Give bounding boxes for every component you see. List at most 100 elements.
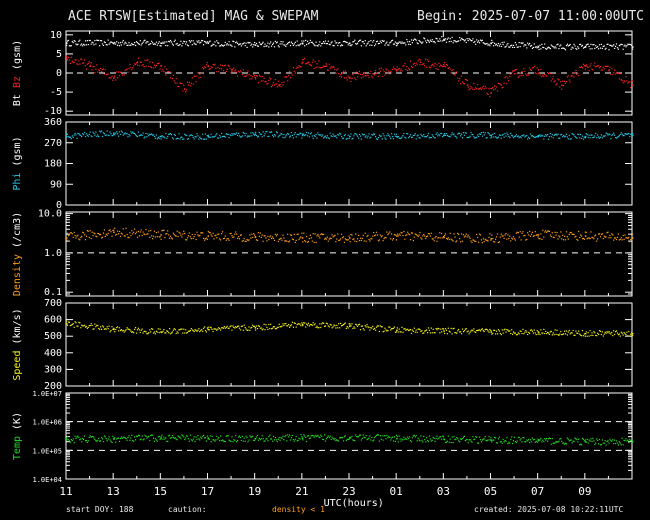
data-point-phi xyxy=(568,134,570,137)
data-point-phi xyxy=(280,132,282,135)
data-point-speed xyxy=(364,325,366,327)
data-point-density xyxy=(208,231,210,234)
data-point-temp xyxy=(92,436,94,438)
data-point-density xyxy=(213,238,215,240)
data-point-density xyxy=(497,241,499,244)
data-point-temp xyxy=(575,438,577,440)
data-point-phi xyxy=(605,132,607,134)
data-point-density xyxy=(575,235,577,237)
data-point-bz xyxy=(444,62,446,64)
x-tick-label: 01 xyxy=(390,485,403,498)
data-point-temp xyxy=(122,436,124,438)
data-point-bt xyxy=(210,45,212,47)
data-point-speed xyxy=(76,325,78,327)
data-point-bt xyxy=(527,42,529,44)
data-point-speed xyxy=(169,333,172,335)
data-point-speed xyxy=(597,332,599,334)
data-point-bt xyxy=(242,43,244,45)
data-point-density xyxy=(607,231,609,233)
data-point-phi xyxy=(480,132,482,134)
data-point-bt xyxy=(179,43,181,45)
data-point-bz xyxy=(557,78,559,80)
data-point-bz xyxy=(367,74,369,77)
data-point-temp xyxy=(471,441,473,443)
data-point-bz xyxy=(594,62,596,64)
data-point-bt xyxy=(335,42,337,44)
data-point-temp xyxy=(119,438,122,440)
data-point-bz xyxy=(189,85,191,87)
data-point-density xyxy=(378,239,380,241)
data-point-bz xyxy=(395,70,397,72)
data-point-bz xyxy=(502,86,504,88)
data-point-bz xyxy=(160,65,162,67)
data-point-phi xyxy=(140,134,142,136)
data-point-bt xyxy=(501,41,503,44)
data-point-bt xyxy=(139,40,141,42)
data-point-bt xyxy=(614,47,616,49)
data-point-phi xyxy=(506,132,508,134)
data-point-temp xyxy=(398,435,400,437)
data-point-bt xyxy=(289,44,292,47)
data-point-bt xyxy=(78,40,80,42)
data-point-density xyxy=(537,236,539,238)
data-point-bz xyxy=(271,86,273,88)
data-point-bt xyxy=(401,41,403,43)
data-point-bt xyxy=(599,47,602,49)
data-point-speed xyxy=(562,333,564,335)
data-point-speed xyxy=(408,329,410,332)
data-point-phi xyxy=(394,135,396,137)
data-point-bt xyxy=(286,43,288,46)
data-point-density xyxy=(104,235,106,237)
data-point-bz xyxy=(431,63,433,65)
data-point-bt xyxy=(115,43,117,45)
data-point-speed xyxy=(355,323,357,325)
data-point-bz xyxy=(256,75,259,77)
data-point-bz xyxy=(96,64,98,66)
data-point-density xyxy=(585,231,587,233)
data-point-phi xyxy=(306,131,308,134)
data-point-bz xyxy=(422,63,424,65)
data-point-bt xyxy=(372,41,374,43)
data-point-density xyxy=(509,235,511,237)
data-point-bz xyxy=(136,61,139,64)
data-point-speed xyxy=(114,331,116,333)
data-point-temp xyxy=(344,435,346,437)
data-point-density xyxy=(555,234,557,236)
data-point-phi xyxy=(451,132,453,134)
data-point-temp xyxy=(292,439,294,441)
data-point-density xyxy=(251,233,253,235)
data-point-temp xyxy=(478,436,481,438)
data-point-speed xyxy=(522,328,524,330)
data-point-temp xyxy=(385,438,387,440)
data-point-bz xyxy=(441,65,443,67)
data-point-temp xyxy=(196,438,198,441)
data-point-phi xyxy=(424,136,426,138)
data-point-density xyxy=(371,238,373,240)
data-point-temp xyxy=(399,438,401,440)
data-point-density xyxy=(220,239,222,241)
data-point-bz xyxy=(318,60,320,62)
data-point-bt xyxy=(553,47,555,49)
data-point-density xyxy=(217,233,219,235)
data-point-speed xyxy=(530,329,533,331)
data-point-phi xyxy=(73,134,75,136)
data-point-bt xyxy=(546,48,548,50)
data-point-bt xyxy=(199,42,201,44)
data-point-temp xyxy=(378,440,380,442)
y-tick-label: 10.0 xyxy=(38,209,62,220)
data-point-bt xyxy=(479,39,482,41)
data-point-density xyxy=(165,233,167,235)
data-point-speed xyxy=(290,324,293,326)
data-point-phi xyxy=(173,133,175,136)
data-point-bz xyxy=(298,65,300,67)
data-point-bt xyxy=(373,39,375,42)
data-point-bz xyxy=(507,77,509,79)
data-point-phi xyxy=(299,132,301,134)
data-point-phi xyxy=(616,136,619,138)
data-point-bz xyxy=(364,75,366,77)
data-point-temp xyxy=(257,439,259,441)
data-point-speed xyxy=(289,326,291,328)
data-point-bt xyxy=(465,41,467,44)
data-point-density xyxy=(221,231,224,233)
data-point-bt xyxy=(219,45,221,47)
